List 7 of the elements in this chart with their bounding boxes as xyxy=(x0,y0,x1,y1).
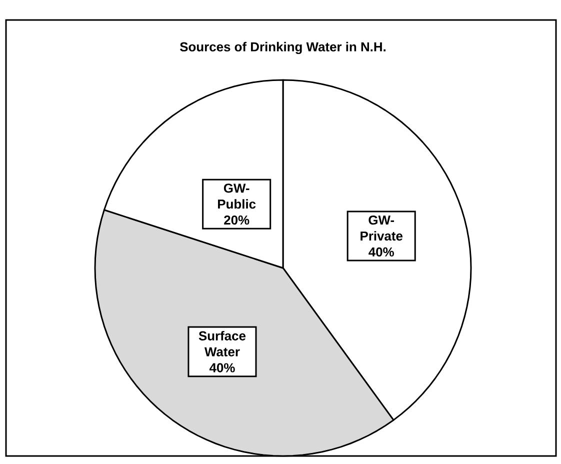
data-label: 40% xyxy=(209,363,235,372)
slice-label: Surface Water xyxy=(198,330,246,356)
slice-label: GW-Public xyxy=(218,184,256,209)
data-label: 40% xyxy=(368,247,394,257)
chart-title: Sources of Drinking Water in N.H. xyxy=(180,42,386,54)
slice-label: GW-Private xyxy=(360,215,403,241)
data-label: 20% xyxy=(224,215,250,225)
